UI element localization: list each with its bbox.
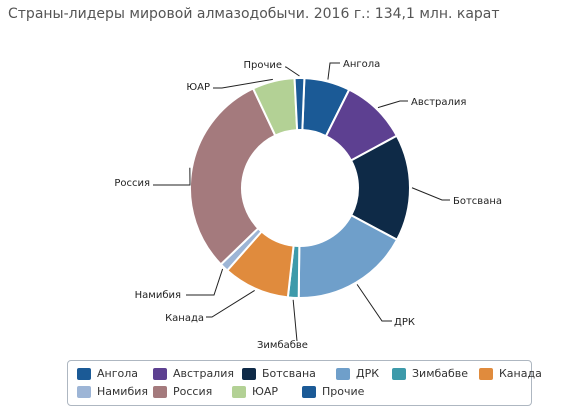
legend-swatch-8: [232, 385, 246, 398]
slice-label-0: Ангола: [343, 59, 380, 70]
slice-label-5: Канада: [165, 313, 204, 324]
legend-swatch-5: [479, 367, 493, 380]
legend-swatch-9: [302, 385, 316, 398]
legend-item-7[interactable]: Россия: [153, 385, 212, 398]
legend-swatch-1: [153, 367, 167, 380]
slice-label-9: Прочие: [243, 60, 282, 71]
legend-label-0: Ангола: [97, 367, 138, 380]
legend-swatch-3: [336, 367, 350, 380]
legend-item-5[interactable]: Канада: [479, 367, 542, 380]
slice-9[interactable]: [293, 77, 306, 132]
legend-item-4[interactable]: Зимбабве: [392, 367, 468, 380]
leader-line-0: [327, 62, 340, 80]
leader-line-2: [411, 187, 450, 201]
legend-item-1[interactable]: Австралия: [153, 367, 234, 380]
legend-label-2: Ботсвана: [262, 367, 316, 380]
legend-item-0[interactable]: Ангола: [77, 367, 138, 380]
legend-swatch-7: [153, 385, 167, 398]
leader-line-1: [377, 100, 408, 109]
legend-swatch-6: [77, 385, 91, 398]
legend-label-7: Россия: [173, 385, 213, 398]
slice-7[interactable]: [189, 87, 277, 266]
legend-item-9[interactable]: Прочие: [302, 385, 364, 398]
legend-label-9: Прочие: [322, 385, 365, 398]
chart-title: Страны-лидеры мировой алмазодобычи. 2016…: [8, 6, 500, 22]
legend-swatch-2: [242, 367, 256, 380]
legend-label-5: Канада: [499, 367, 542, 380]
legend-swatch-0: [77, 367, 91, 380]
leader-line-6: [186, 268, 224, 296]
legend-label-4: Зимбабве: [412, 367, 469, 380]
slice-label-7: Россия: [114, 178, 150, 189]
legend-item-8[interactable]: ЮАР: [232, 385, 278, 398]
legend-label-8: ЮАР: [252, 385, 279, 398]
slice-label-6: Намибия: [135, 290, 181, 301]
leader-line-7: [153, 167, 191, 186]
legend-item-3[interactable]: ДРК: [336, 367, 379, 380]
slice-label-1: Австралия: [411, 97, 466, 108]
slice-label-2: Ботсвана: [453, 196, 502, 207]
legend-label-6: Намибия: [97, 385, 149, 398]
leader-line-5: [206, 289, 255, 318]
legend-item-2[interactable]: Ботсвана: [242, 367, 316, 380]
slice-label-8: ЮАР: [186, 82, 210, 93]
legend-label-1: Австралия: [173, 367, 234, 380]
slice-label-3: ДРК: [394, 317, 415, 328]
legend-label-3: ДРК: [356, 367, 380, 380]
legend-item-6[interactable]: Намибия: [77, 385, 148, 398]
slice-label-4: Зимбабве: [257, 340, 308, 351]
chart-legend: Ангола Австралия Ботсвана ДРК Зимбабве Канада…: [67, 360, 542, 406]
leader-line-8: [213, 78, 273, 89]
leader-line-4: [292, 299, 298, 342]
leader-line-9: [285, 66, 300, 77]
legend-swatch-4: [392, 367, 406, 380]
leader-line-3: [356, 284, 392, 322]
